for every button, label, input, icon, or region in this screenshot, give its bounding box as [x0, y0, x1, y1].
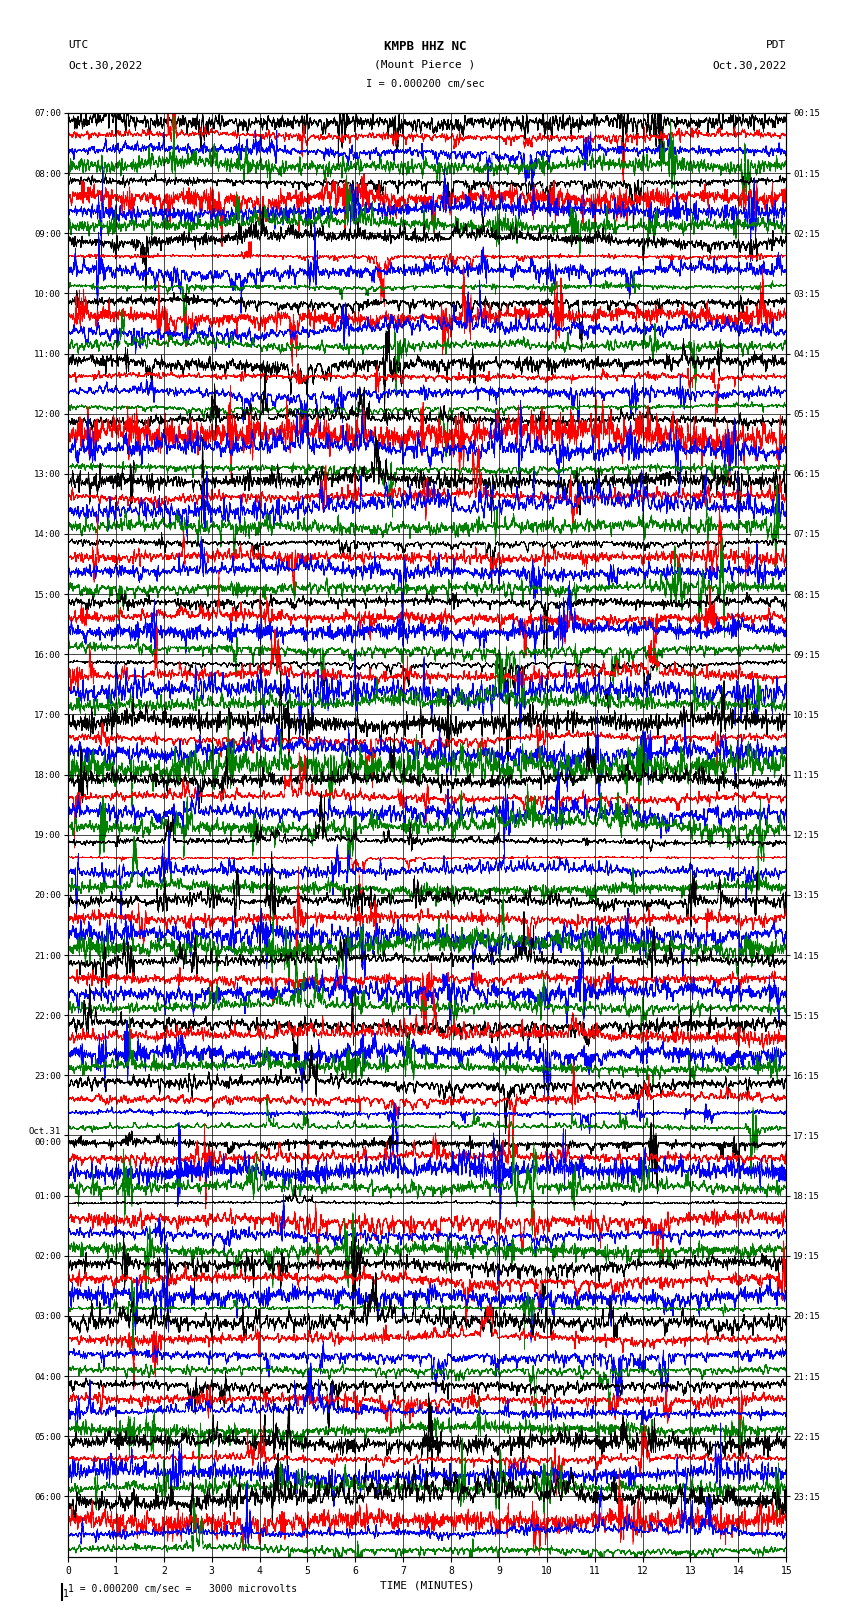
- X-axis label: TIME (MINUTES): TIME (MINUTES): [380, 1581, 474, 1590]
- Text: 1: 1: [63, 1589, 69, 1598]
- Text: UTC: UTC: [68, 40, 88, 50]
- Text: 1 = 0.000200 cm/sec =   3000 microvolts: 1 = 0.000200 cm/sec = 3000 microvolts: [68, 1584, 298, 1594]
- Text: (Mount Pierce ): (Mount Pierce ): [374, 60, 476, 69]
- Text: Oct.30,2022: Oct.30,2022: [68, 61, 142, 71]
- Text: Oct.30,2022: Oct.30,2022: [712, 61, 786, 71]
- Text: PDT: PDT: [766, 40, 786, 50]
- Text: I = 0.000200 cm/sec: I = 0.000200 cm/sec: [366, 79, 484, 89]
- Text: KMPB HHZ NC: KMPB HHZ NC: [383, 40, 467, 53]
